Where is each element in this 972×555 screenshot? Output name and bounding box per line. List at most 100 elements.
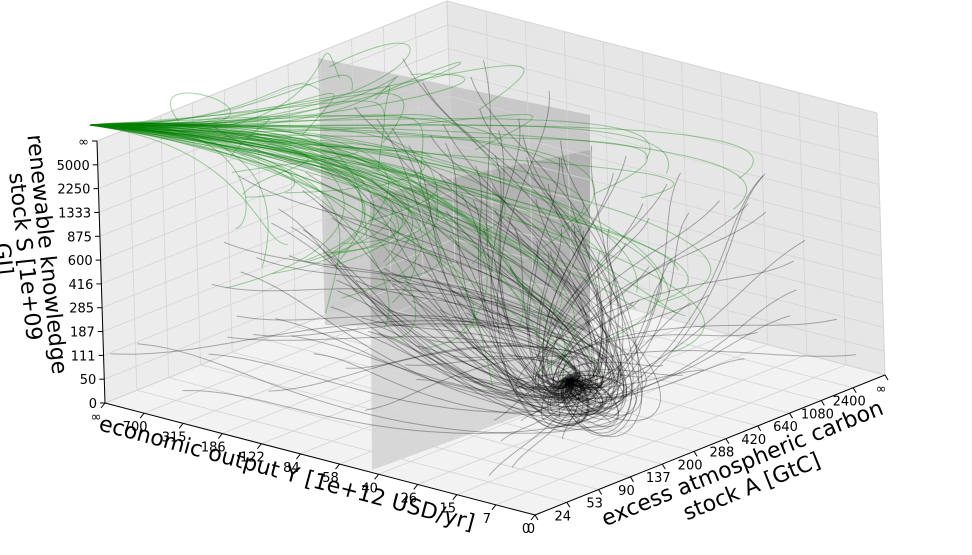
trajectory [520, 377, 579, 422]
grid-line [446, 0, 878, 114]
trajectory [532, 218, 650, 409]
tick-mark [256, 443, 262, 450]
trajectory [336, 279, 571, 388]
trajectory [537, 373, 572, 383]
trajectory [560, 140, 624, 417]
grid-line [456, 354, 807, 496]
trajectory [432, 223, 595, 390]
s-tick-label: 875 [67, 230, 92, 245]
trajectory [567, 226, 604, 399]
trajectory [479, 109, 634, 434]
trajectory [449, 234, 572, 389]
trajectory [89, 124, 677, 314]
trajectory [547, 183, 608, 402]
tick-mark [530, 514, 536, 521]
trajectory [89, 124, 426, 187]
a-tick-label: 53 [586, 497, 603, 512]
trajectory [486, 253, 592, 391]
trajectory [302, 190, 577, 399]
trajectory [89, 124, 341, 314]
trajectory [89, 124, 442, 280]
trajectory [494, 210, 610, 412]
grid-line [449, 95, 881, 209]
y-tick-label: 122 [240, 451, 265, 466]
grid-line [263, 338, 695, 452]
trajectory [89, 124, 686, 317]
trajectory [452, 355, 587, 383]
tick-mark [139, 412, 145, 419]
grid-line [160, 115, 170, 378]
tick-mark [661, 463, 666, 470]
trajectory [89, 124, 554, 374]
trajectory [89, 124, 459, 251]
trajectory [89, 122, 345, 289]
trajectory [514, 227, 571, 387]
trajectory [89, 124, 595, 249]
trajectory [89, 124, 566, 384]
axis-line [96, 140, 106, 404]
trajectory [89, 73, 466, 127]
trajectory [445, 210, 581, 381]
trajectory [89, 123, 524, 329]
trajectory [89, 114, 503, 175]
trajectory [89, 92, 405, 143]
trajectory [456, 376, 573, 389]
grid-line [602, 41, 612, 304]
trajectory [89, 124, 679, 271]
grid-line [222, 293, 573, 434]
grid-line [351, 39, 360, 302]
grid-line [255, 77, 265, 340]
trajectory [404, 279, 582, 398]
grid-line [446, 0, 456, 264]
trajectory [529, 379, 574, 389]
tick-mark [820, 400, 825, 406]
grid-line [128, 128, 138, 391]
trajectory [331, 217, 628, 405]
trajectory [305, 171, 643, 416]
trajectory [327, 254, 604, 416]
s-tick-label: ∞ [78, 135, 89, 150]
trajectory [89, 124, 396, 244]
trajectory [568, 302, 692, 387]
trajectory [560, 172, 682, 410]
trajectory [565, 287, 602, 397]
trajectory [534, 332, 758, 388]
trajectory [549, 175, 764, 418]
trajectory [402, 57, 620, 404]
trajectory [557, 266, 650, 384]
trajectory [526, 157, 571, 396]
trajectory [89, 123, 441, 248]
grid-line [837, 102, 847, 365]
trajectory [268, 345, 602, 392]
grid-line [454, 262, 886, 376]
trajectory [353, 106, 625, 408]
trajectory [537, 242, 627, 406]
trajectory [89, 124, 543, 311]
tick-mark [374, 473, 380, 480]
a-tick-label: ∞ [876, 382, 887, 397]
tick-mark [100, 402, 106, 409]
trajectory [470, 346, 574, 381]
grid-line [454, 238, 885, 352]
y-tick-label: 7 [483, 512, 491, 527]
trajectory [89, 124, 671, 294]
trajectory [541, 200, 720, 392]
trajectory [399, 156, 628, 417]
trajectory [89, 124, 675, 199]
tick-mark [630, 476, 634, 483]
trajectory [536, 253, 573, 397]
s-tick-label: 285 [69, 302, 94, 317]
grid-line [261, 303, 612, 445]
trajectory [376, 118, 573, 399]
axis-line [534, 374, 886, 516]
y-tick-label: 40 [361, 481, 378, 496]
grid-line [451, 167, 883, 281]
tick-mark [884, 374, 889, 381]
trajectory [89, 124, 506, 233]
trajectory [89, 74, 353, 126]
trajectory [553, 315, 791, 400]
trajectory [444, 142, 588, 426]
grid-line [136, 389, 567, 503]
grid-line [143, 272, 495, 414]
trajectory [547, 212, 690, 422]
